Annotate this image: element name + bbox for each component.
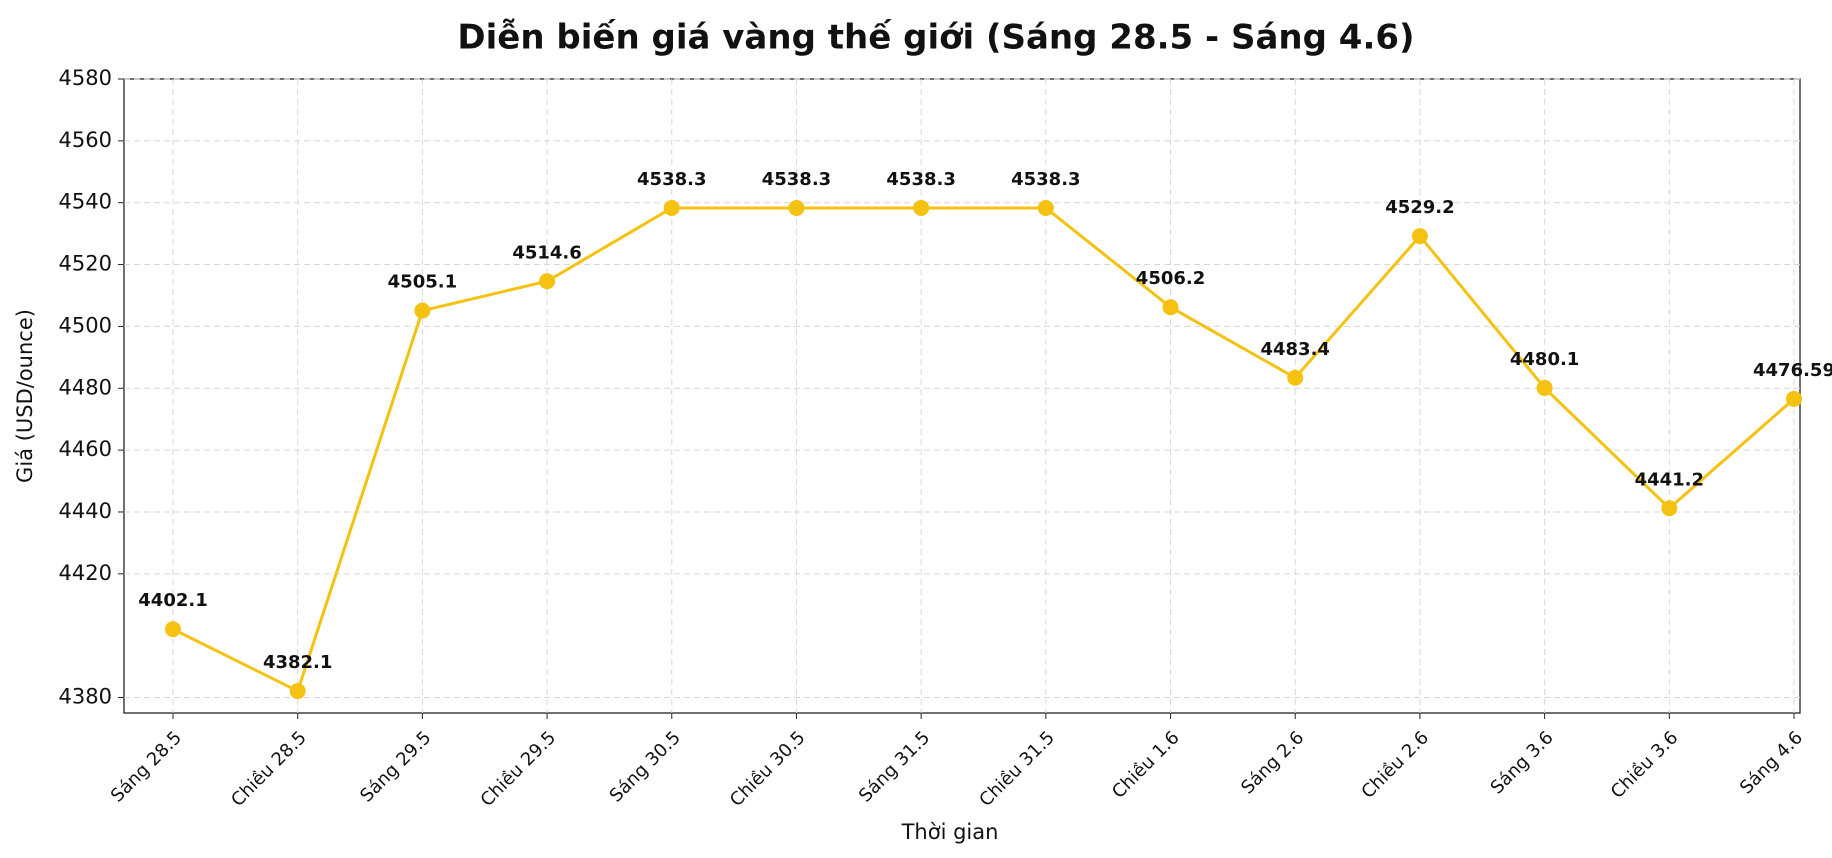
data-label: 4382.1 — [263, 652, 332, 673]
point — [289, 683, 306, 700]
x-tick-label: Sáng 3.6 — [1487, 727, 1558, 798]
point — [913, 199, 930, 216]
x-tick-label: Sáng 30.5 — [606, 727, 685, 806]
point — [1287, 369, 1304, 386]
data-label: 4514.6 — [512, 242, 581, 263]
x-axis-title: Thời gian — [901, 820, 999, 844]
point — [1661, 500, 1678, 517]
data-label: 4483.4 — [1260, 339, 1329, 360]
x-tick-label: Sáng 28.5 — [107, 727, 186, 806]
x-tick-label: Chiều 3.6 — [1607, 727, 1683, 803]
y-axis-title: Giá (USD/ounce) — [13, 309, 37, 483]
y-tick-label: 4580 — [59, 66, 112, 90]
chart-title: Diễn biến giá vàng thế giới (Sáng 28.5 -… — [457, 18, 1414, 58]
data-label: 4505.1 — [388, 272, 457, 293]
data-label: 4476.59 — [1753, 360, 1832, 381]
point — [1536, 379, 1553, 396]
x-tick-label: Chiều 29.5 — [477, 727, 561, 811]
y-tick-label: 4460 — [59, 437, 112, 461]
x-tick-label: Chiều 28.5 — [227, 727, 311, 811]
y-tick-label: 4560 — [59, 128, 112, 152]
y-tick-label: 4520 — [59, 252, 112, 276]
x-tick-label: Sáng 4.6 — [1736, 727, 1807, 798]
point — [1786, 390, 1802, 407]
point — [1037, 199, 1054, 216]
data-label: 4480.1 — [1510, 349, 1579, 370]
y-tick-label: 4420 — [59, 561, 112, 585]
x-tick-label: Sáng 31.5 — [855, 727, 934, 806]
data-label: 4538.3 — [1011, 169, 1080, 190]
data-label: 4538.3 — [886, 169, 955, 190]
point — [1162, 299, 1179, 316]
data-label: 4529.2 — [1385, 197, 1454, 218]
point — [663, 199, 680, 216]
x-tick-label: Chiều 2.6 — [1357, 727, 1433, 803]
point — [165, 621, 181, 638]
y-tick-label: 4480 — [59, 375, 112, 399]
x-tick-label: Chiều 31.5 — [975, 727, 1059, 811]
data-label: 4506.2 — [1136, 268, 1205, 289]
data-label: 4538.3 — [637, 169, 706, 190]
y-tick-label: 4380 — [59, 685, 112, 709]
point — [1411, 228, 1428, 245]
point — [539, 273, 556, 290]
point — [414, 302, 431, 319]
line — [172, 206, 1795, 694]
plot-frame — [123, 78, 1801, 714]
data-label: 4538.3 — [762, 169, 831, 190]
data-label: 4441.2 — [1635, 469, 1704, 490]
x-tick-label: Chiều 30.5 — [726, 727, 810, 811]
x-tick-label: Sáng 29.5 — [356, 727, 435, 806]
data-label: 4402.1 — [138, 590, 207, 611]
y-tick-label: 4540 — [59, 190, 112, 214]
x-tick-label: Chiều 1.6 — [1108, 727, 1184, 803]
x-tick-label: Sáng 2.6 — [1237, 727, 1308, 798]
point — [788, 199, 805, 216]
y-tick-label: 4500 — [59, 313, 112, 337]
y-tick-label: 4440 — [59, 499, 112, 523]
